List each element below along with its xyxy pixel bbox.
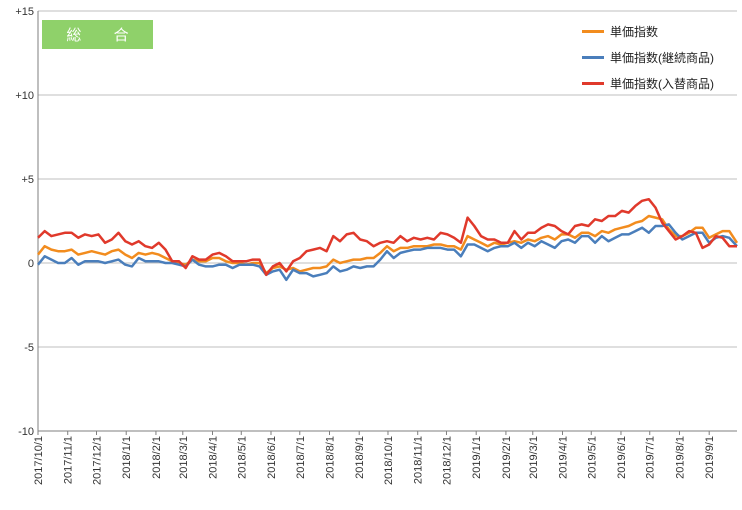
x-tick-label: 2018/3/1 [178,436,190,479]
x-tick-label: 2018/2/1 [151,436,163,479]
legend-label: 単価指数 [610,24,659,39]
legend-swatch [582,55,604,59]
x-tick-label: 2018/8/1 [324,436,336,479]
legend: 単価指数 単価指数(継続商品) 単価指数(入替商品) [576,18,736,94]
x-tick-label: 2019/2/1 [501,436,513,479]
y-tick-label: +15 [15,6,34,18]
x-tick-label: 2019/6/1 [616,436,628,479]
legend-swatch [582,81,604,85]
x-tick-label: 2019/1/1 [471,436,483,479]
x-tick-label: 2019/8/1 [674,436,686,479]
series-line [37,223,738,282]
legend-item-unit-price-index: 単価指数 [576,18,736,44]
x-tick-label: 2018/4/1 [208,436,220,479]
x-tick-label: 2018/9/1 [354,436,366,479]
x-tick-label: 2019/9/1 [704,436,716,479]
x-tick-label: 2019/7/1 [645,436,657,479]
legend-swatch [582,29,604,33]
y-tick-label: +10 [15,90,34,102]
legend-label: 単価指数(継続商品) [610,50,714,65]
x-tick-label: 2019/4/1 [557,436,569,479]
x-tick-label: 2017/12/1 [91,436,103,485]
chart-title-badge: 総 合 [42,20,153,49]
y-tick-label: -5 [24,342,34,354]
x-tick-label: 2018/10/1 [383,436,395,485]
y-tick-label: 0 [28,258,34,270]
x-tick-label: 2017/11/1 [63,436,75,484]
x-tick-label: 2019/5/1 [586,436,598,479]
series-line [37,214,739,275]
x-tick-label: 2017/10/1 [33,436,45,485]
x-tick-label: 2018/11/1 [413,436,425,484]
y-tick-label: +5 [21,174,34,186]
series-line [37,197,737,277]
x-tick-label: 2018/6/1 [266,436,278,479]
legend-item-replaced-products: 単価指数(入替商品) [576,70,736,96]
legend-label: 単価指数(入替商品) [610,76,714,91]
x-tick-label: 2018/7/1 [295,436,307,479]
y-tick-label: -10 [18,426,34,438]
x-tick-label: 2018/12/1 [441,436,453,485]
series-lines [37,197,739,282]
x-tick-label: 2018/1/1 [121,436,133,479]
x-tick-label: 2019/3/1 [528,436,540,479]
legend-item-continuing-products: 単価指数(継続商品) [576,44,736,70]
x-tick-label: 2018/5/1 [236,436,248,479]
